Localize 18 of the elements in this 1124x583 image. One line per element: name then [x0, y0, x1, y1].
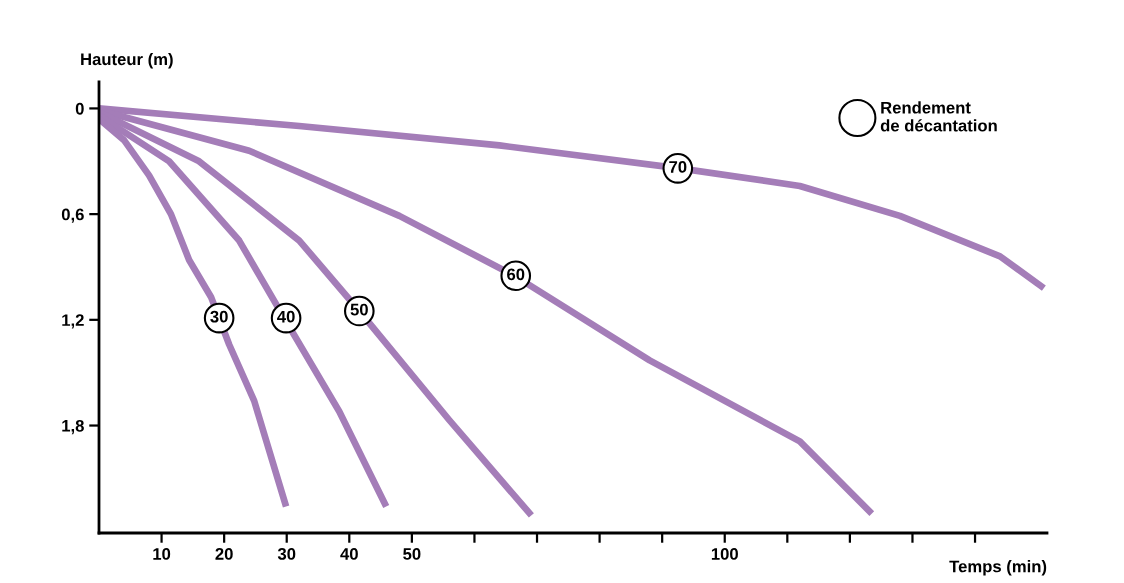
- y-axis-title: Hauteur (m): [81, 52, 173, 69]
- annotation: 40: [277, 310, 295, 323]
- y-tick-label: 1,8: [62, 419, 84, 435]
- x-axis-title: Temps (min): [949, 560, 1047, 576]
- annotation: 70: [669, 161, 687, 173]
- x-tick-label: 50: [403, 548, 421, 560]
- x-tick-label: 20: [215, 548, 233, 560]
- x-tick-label: 40: [340, 548, 358, 560]
- y-tick-label: 0,6: [61, 208, 84, 223]
- x-tick-label: 10: [153, 548, 171, 560]
- x-tick-label: 30: [277, 548, 296, 560]
- annotation: 30: [210, 310, 228, 323]
- annotation: 60: [507, 268, 525, 281]
- annotation: Rendement de décantation: [880, 101, 997, 132]
- y-tick-label: 0: [75, 102, 84, 115]
- x-tick-label: 100: [711, 548, 738, 560]
- annotation: 50: [350, 303, 368, 316]
- y-tick-label: 1,2: [62, 314, 84, 329]
